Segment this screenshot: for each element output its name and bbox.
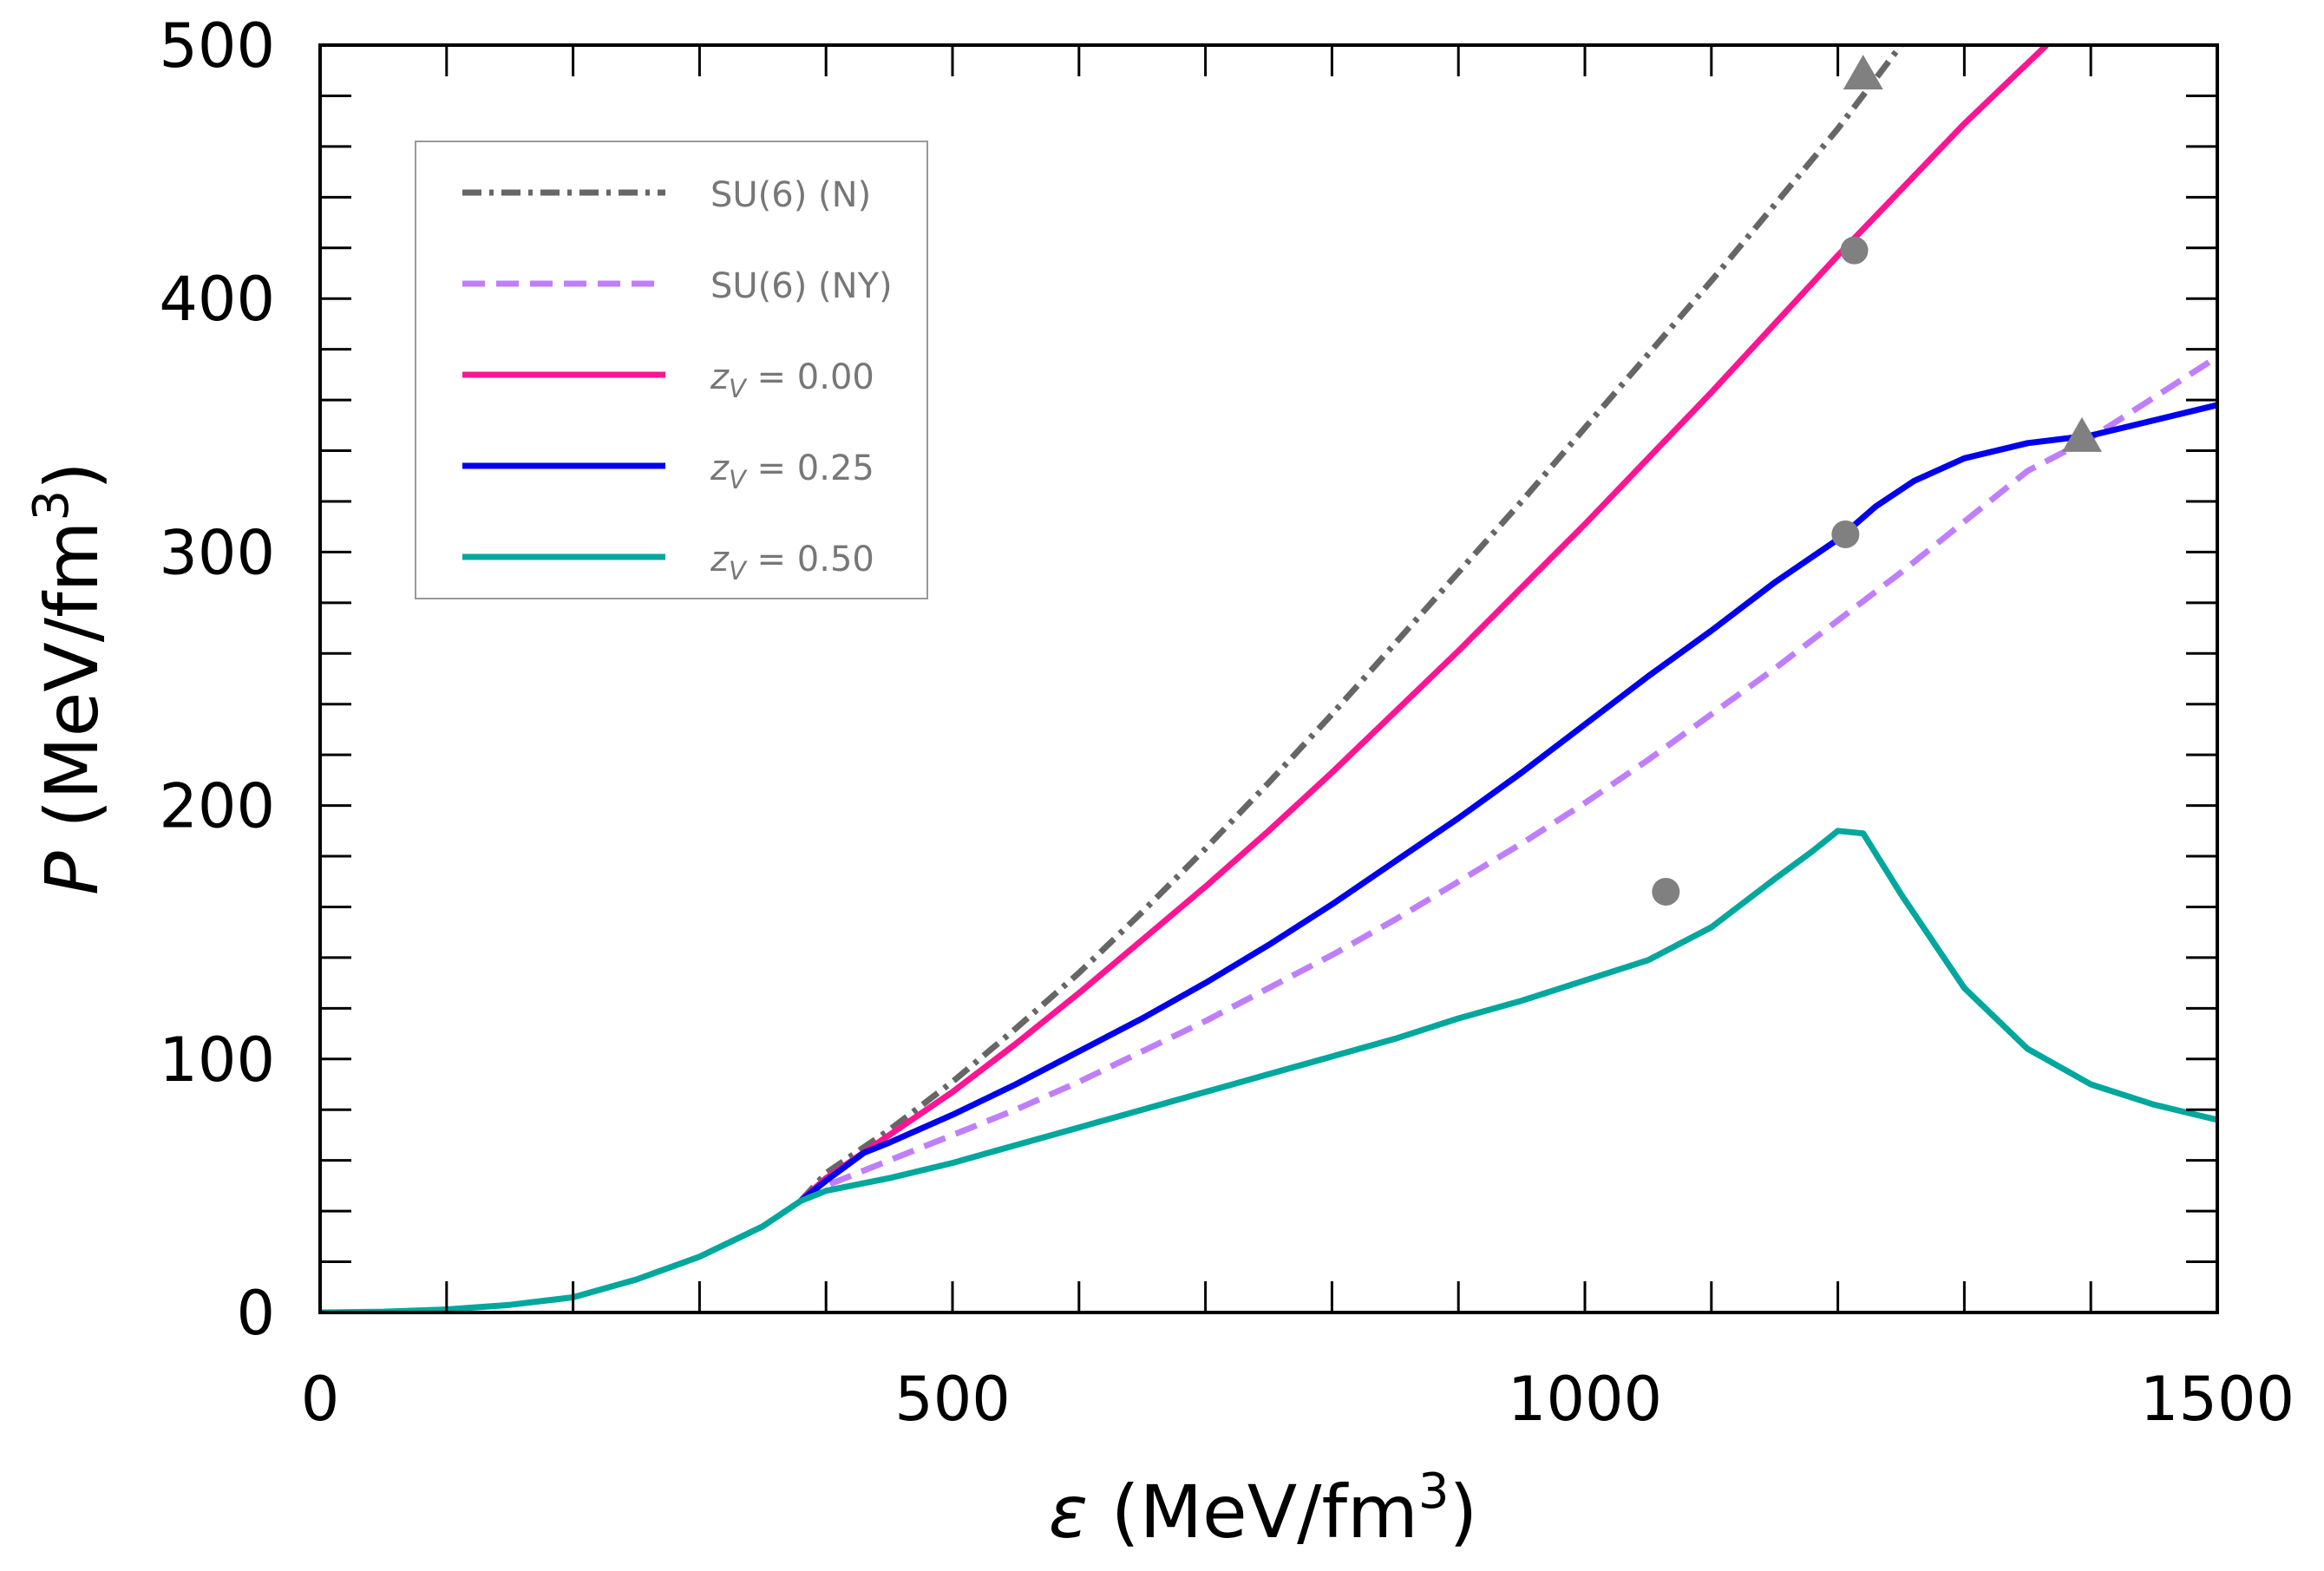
y-tick-label: 0 — [236, 1278, 275, 1349]
legend-label-1: SU(6) (NY) — [710, 266, 893, 306]
legend-label-0: SU(6) (N) — [710, 175, 871, 215]
y-axis-unit-sup: 3 — [23, 490, 80, 521]
marker-triangle — [1843, 55, 1883, 90]
x-tick-label: 500 — [894, 1364, 1011, 1435]
series-layer — [320, 45, 2217, 1312]
tick-labels: 0 500 1000 1500 0 100 200 300 400 500 — [159, 10, 2295, 1435]
x-tick-label: 0 — [301, 1364, 340, 1435]
legend: SU(6) (N) SU(6) (NY) zV = 0.00 zV = 0.25 zV … — [415, 141, 928, 599]
marker-circle — [1840, 236, 1869, 265]
y-tick-label: 300 — [159, 517, 275, 588]
x-axis-unit: (MeV/fm — [1111, 1470, 1418, 1555]
y-tick-label: 200 — [159, 771, 275, 842]
x-axis-close: ) — [1450, 1470, 1478, 1555]
y-axis-close: ) — [29, 461, 115, 490]
series-line-0 — [798, 45, 1904, 1203]
marker-circle — [1652, 877, 1680, 906]
marker-triangle — [2061, 416, 2102, 452]
plot-area — [320, 45, 2217, 1312]
x-tick-label: 1500 — [2140, 1364, 2295, 1435]
y-tick-label: 400 — [159, 264, 275, 335]
y-axis-symbol: P — [29, 851, 115, 895]
x-axis-title: ε (MeV/fm3) — [1049, 1463, 1478, 1555]
y-axis-unit: (MeV/fm — [29, 520, 115, 828]
y-axis-title: P (MeV/fm3) — [23, 461, 115, 895]
legend-label-3: zV = 0.25 — [710, 448, 874, 494]
marker-circle — [1831, 520, 1860, 548]
y-tick-label: 100 — [159, 1024, 275, 1096]
series-line-3 — [798, 402, 2217, 1204]
x-axis-symbol: ε — [1049, 1470, 1088, 1555]
x-tick-label: 1000 — [1508, 1364, 1662, 1435]
series-line-4 — [320, 828, 2217, 1312]
legend-box — [415, 141, 928, 599]
x-axis-unit-sup: 3 — [1418, 1463, 1450, 1520]
legend-label-2: zV = 0.00 — [710, 357, 874, 403]
y-tick-label: 500 — [159, 10, 275, 82]
series-line-2 — [798, 45, 2049, 1204]
plot-frame — [318, 43, 2219, 1314]
marker-layer — [1652, 55, 2102, 906]
series-line-1 — [799, 354, 2217, 1204]
legend-label-4: zV = 0.50 — [710, 540, 874, 586]
